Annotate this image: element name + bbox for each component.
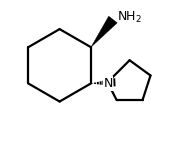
Text: NH$_2$: NH$_2$ — [117, 10, 142, 25]
Text: N: N — [103, 77, 113, 90]
Polygon shape — [91, 16, 117, 47]
